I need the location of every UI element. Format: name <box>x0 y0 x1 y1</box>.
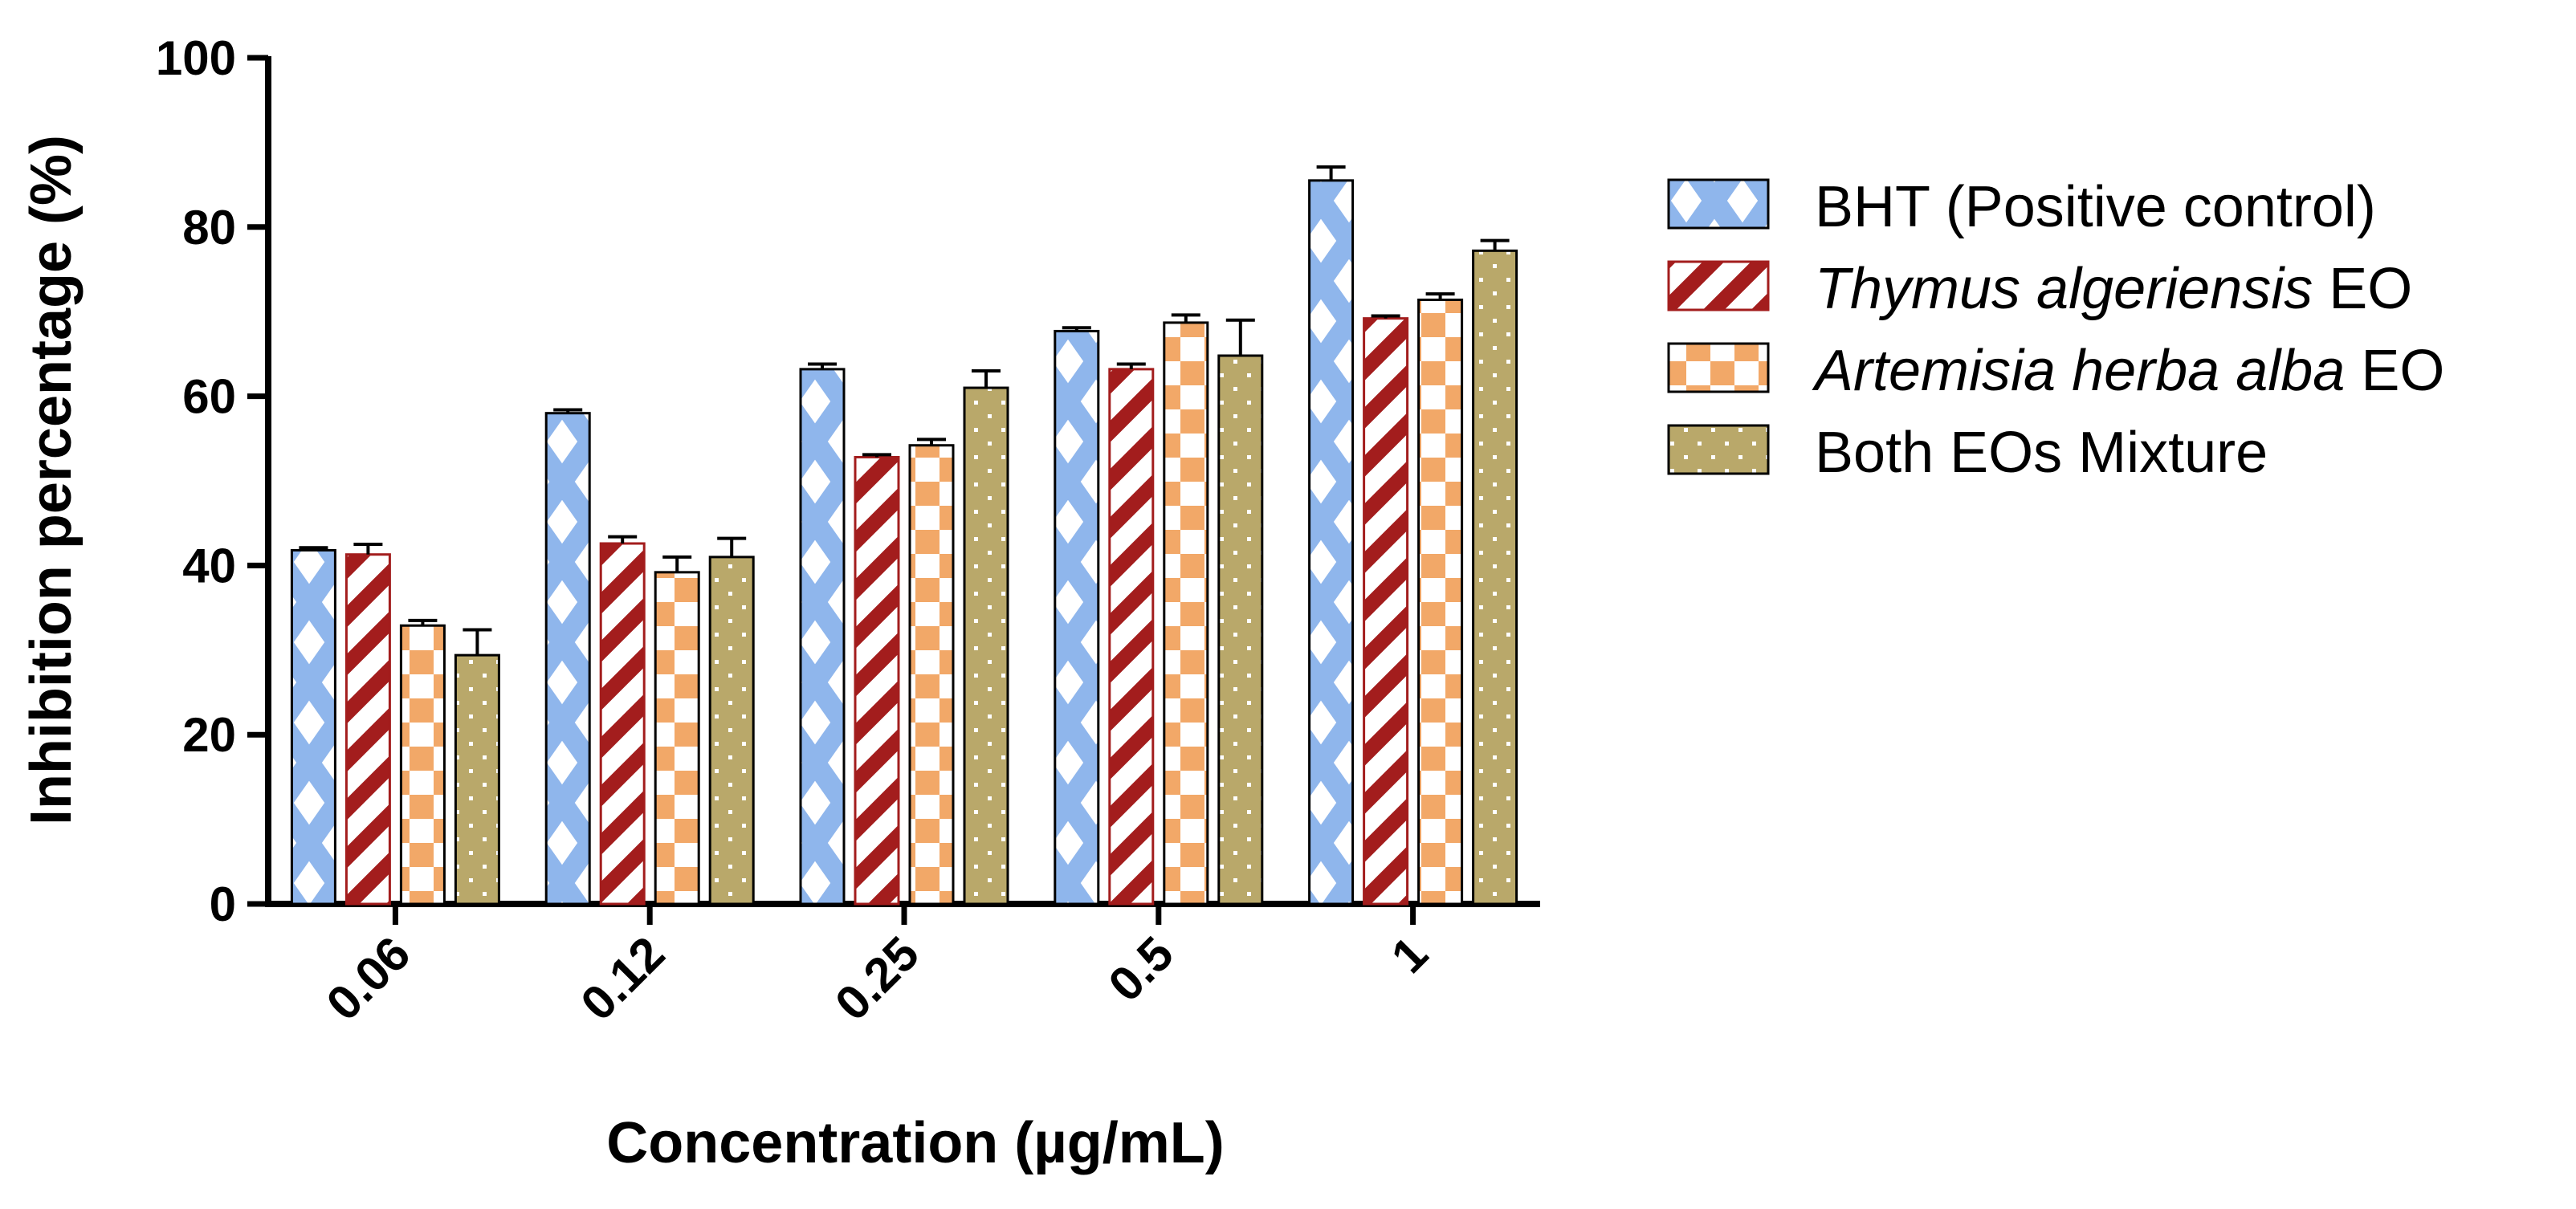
bar <box>344 553 391 906</box>
bar <box>1163 321 1209 906</box>
x-tick-label: 1 <box>1381 926 1438 983</box>
bar <box>799 368 846 906</box>
legend: BHT (Positive control) Thymus algeriensis… <box>1667 175 2444 485</box>
legend-label: Thymus algeriensis EO <box>1815 257 2412 321</box>
bar <box>1217 354 1264 906</box>
bar <box>290 548 336 906</box>
legend-item: Artemisia herba alba EO <box>1667 339 2444 403</box>
x-axis-title: Concentration (µg/mL) <box>606 1111 1224 1175</box>
x-tick-label: 0.25 <box>825 926 929 1031</box>
bar <box>654 571 700 906</box>
bar <box>854 455 900 906</box>
y-tick-label: 40 <box>182 539 236 592</box>
legend-label: Artemisia herba alba EO <box>1812 339 2444 403</box>
legend-label: BHT (Positive control) <box>1815 175 2376 239</box>
bar <box>1108 368 1155 906</box>
y-tick-label: 60 <box>182 370 236 424</box>
y-tick-labels: 0 20 40 60 80 100 <box>156 31 236 931</box>
y-tick-label: 100 <box>156 31 236 85</box>
bar <box>1417 298 1464 906</box>
x-tick-label: 0.5 <box>1098 926 1184 1012</box>
error-bars <box>299 165 1510 656</box>
legend-swatch <box>1667 342 1770 393</box>
legend-swatch <box>1667 178 1770 230</box>
bar <box>454 653 500 906</box>
bar <box>708 556 755 906</box>
legend-swatch <box>1667 424 1770 475</box>
y-tick-label: 80 <box>182 201 236 254</box>
legend-item: BHT (Positive control) <box>1667 175 2376 239</box>
x-tick-labels: 0.06 0.12 0.25 0.5 1 <box>316 926 1438 1031</box>
bar <box>963 386 1009 906</box>
bar <box>1472 249 1518 906</box>
x-tick-label: 0.12 <box>570 926 675 1031</box>
legend-swatch <box>1667 260 1770 311</box>
bar <box>1054 329 1100 906</box>
bar <box>599 542 646 906</box>
legend-item: Both EOs Mixture <box>1667 421 2268 485</box>
bar <box>1308 179 1355 906</box>
bar <box>908 444 955 906</box>
bars <box>290 179 1518 906</box>
x-tick-label: 0.06 <box>316 926 421 1031</box>
legend-item: Thymus algeriensis EO <box>1667 257 2412 321</box>
bar <box>544 412 591 906</box>
y-axis-title: Inhibition percentage (%) <box>19 135 84 825</box>
bar <box>399 624 446 906</box>
bar <box>1363 317 1409 906</box>
y-tick-label: 20 <box>182 708 236 762</box>
y-tick-label: 0 <box>210 877 236 931</box>
legend-label: Both EOs Mixture <box>1815 421 2268 485</box>
